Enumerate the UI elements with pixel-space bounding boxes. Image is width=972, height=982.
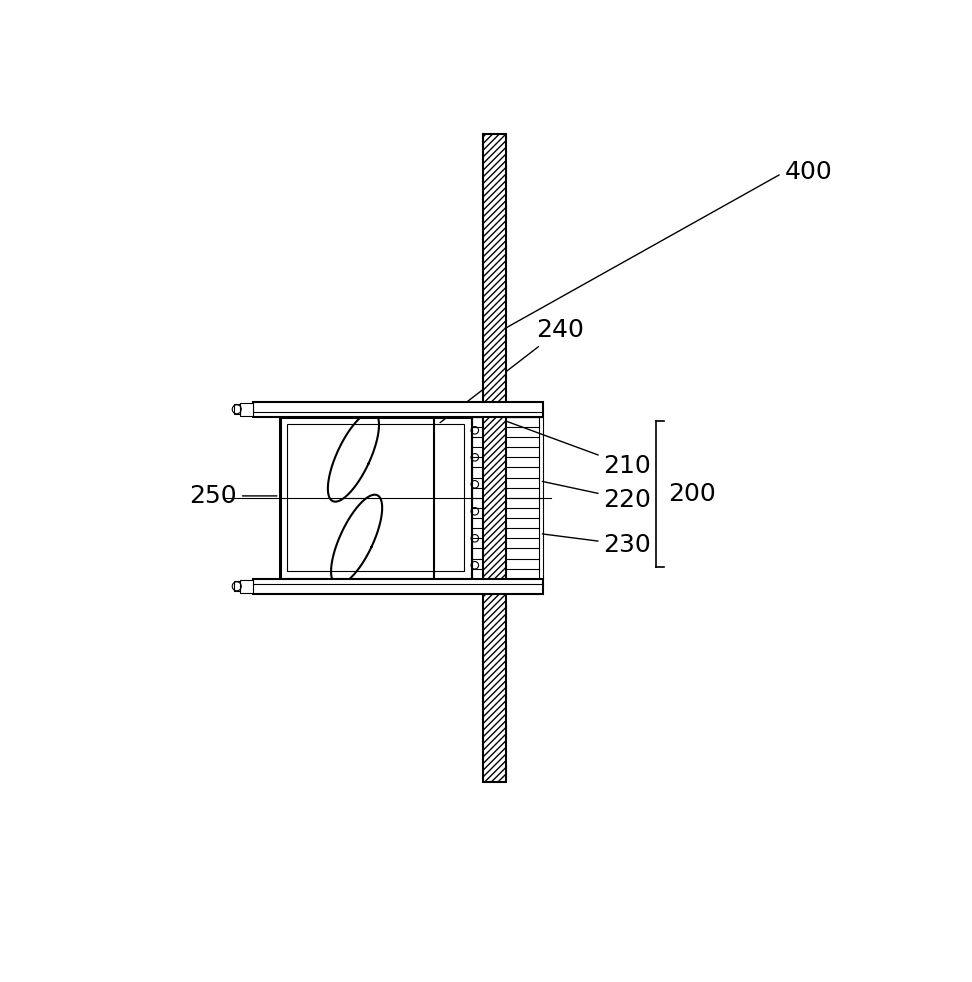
Text: 250: 250 [190,484,277,508]
Bar [240,403,254,416]
Text: 200: 200 [668,482,715,506]
Bar [233,581,240,591]
Text: 400: 400 [504,160,832,329]
Text: 240: 240 [440,318,584,422]
Bar [233,404,240,413]
Text: 220: 220 [542,481,651,512]
Bar [471,416,543,578]
Bar [280,416,471,578]
Bar [240,579,254,593]
Bar [254,578,543,594]
Bar [483,135,505,783]
Text: 230: 230 [542,533,651,557]
Text: 210: 210 [497,417,651,478]
Bar [288,424,465,572]
Bar [254,402,543,416]
